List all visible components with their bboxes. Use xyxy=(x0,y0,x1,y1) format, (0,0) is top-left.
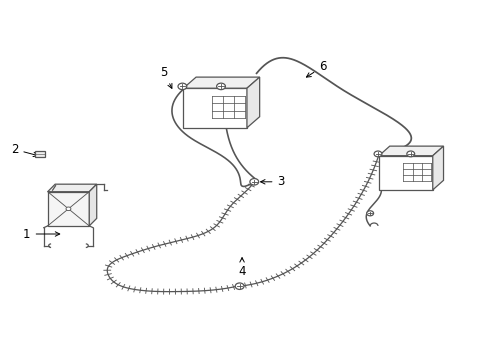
Circle shape xyxy=(216,83,225,90)
Polygon shape xyxy=(378,156,432,190)
Polygon shape xyxy=(183,88,246,128)
Circle shape xyxy=(66,207,71,211)
Circle shape xyxy=(235,283,244,289)
Text: 4: 4 xyxy=(238,258,245,278)
Polygon shape xyxy=(48,184,97,192)
Circle shape xyxy=(178,83,186,90)
Circle shape xyxy=(373,151,381,157)
Polygon shape xyxy=(378,146,443,156)
Text: 3: 3 xyxy=(260,175,285,188)
Circle shape xyxy=(249,179,258,185)
Circle shape xyxy=(366,211,373,216)
Polygon shape xyxy=(246,77,259,128)
Text: 6: 6 xyxy=(306,60,326,77)
Text: 5: 5 xyxy=(160,66,172,88)
Text: 2: 2 xyxy=(11,143,38,157)
Polygon shape xyxy=(183,77,259,88)
Text: 1: 1 xyxy=(23,228,60,240)
Polygon shape xyxy=(89,184,97,226)
FancyBboxPatch shape xyxy=(35,151,45,157)
Polygon shape xyxy=(432,146,443,190)
Circle shape xyxy=(406,151,414,157)
Polygon shape xyxy=(48,192,89,226)
